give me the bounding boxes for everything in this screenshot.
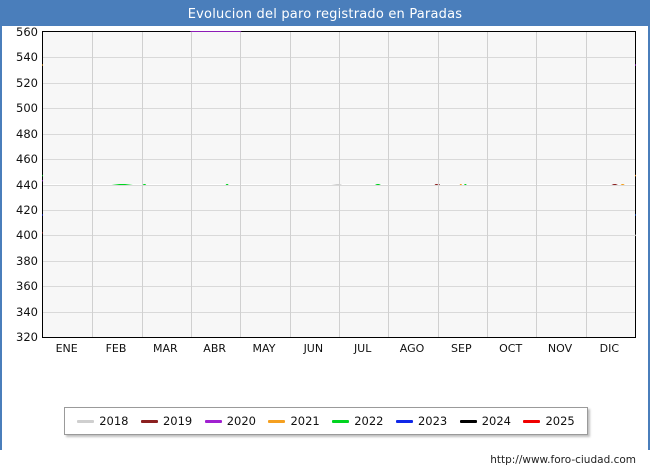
legend-item-2022[interactable]: 2022	[332, 414, 384, 428]
legend-label: 2025	[545, 414, 575, 428]
legend-swatch-icon	[332, 419, 350, 423]
vertical-gridline	[487, 32, 488, 337]
y-axis-tick-label: 520	[16, 75, 38, 90]
vertical-gridline	[240, 32, 241, 337]
y-axis-tick-label: 400	[16, 228, 38, 243]
y-axis-tick-label: 480	[16, 126, 38, 141]
legend-swatch-icon	[395, 419, 413, 423]
legend-swatch-icon	[268, 419, 286, 423]
chart-area: 560 540 520 500 480 460 440 420 400 380 360 340 320 …	[2, 25, 648, 466]
y-axis-labels: 560 540 520 500 480 460 440 420 400 380 360 340 320	[2, 25, 38, 344]
y-axis-tick-label: 460	[16, 152, 38, 167]
x-axis-tick-label: SEP	[451, 342, 472, 355]
vertical-gridline	[339, 32, 340, 337]
vertical-gridline	[536, 32, 537, 337]
vertical-gridline	[438, 32, 439, 337]
vertical-gridline	[191, 32, 192, 337]
x-axis-tick-label: ENE	[55, 342, 78, 355]
y-axis-tick-label: 320	[16, 330, 38, 344]
legend-item-2021[interactable]: 2021	[268, 414, 320, 428]
x-axis-tick-label: NOV	[547, 342, 573, 355]
window-title-bar: Evolucion del paro registrado en Paradas	[2, 2, 648, 26]
legend-swatch-icon	[77, 419, 95, 423]
legend-item-2019[interactable]: 2019	[140, 414, 193, 428]
legend-label: 2024	[481, 414, 512, 428]
x-axis-tick-label: AGO	[399, 342, 425, 355]
x-axis-tick-label: MAY	[252, 342, 276, 355]
legend-item-2024[interactable]: 2024	[459, 414, 512, 428]
legend-label: 2018	[99, 414, 129, 428]
y-axis-tick-label: 360	[16, 279, 38, 294]
x-axis-tick-label: JUL	[353, 342, 372, 355]
y-axis-tick-label: 500	[16, 101, 38, 116]
legend-label: 2020	[226, 414, 257, 428]
legend-swatch-icon	[140, 419, 158, 423]
vertical-gridline	[388, 32, 389, 337]
legend-label: 2019	[162, 414, 193, 428]
vertical-gridline	[586, 32, 587, 337]
vertical-gridline	[290, 32, 291, 337]
y-axis-tick-label: 560	[16, 25, 38, 39]
legend-swatch-icon	[523, 419, 541, 423]
legend-item-2025[interactable]: 2025	[523, 414, 575, 428]
x-axis-tick-label: JUN	[303, 342, 324, 355]
legend-label: 2023	[417, 414, 448, 428]
y-axis-tick-label: 340	[16, 304, 38, 319]
x-axis-tick-label: OCT	[499, 342, 523, 355]
y-axis-tick-label: 440	[16, 177, 38, 192]
page-title: Evolucion del paro registrado en Paradas	[187, 6, 463, 22]
legend-swatch-icon	[459, 419, 477, 423]
legend-item-2018[interactable]: 2018	[77, 414, 129, 428]
x-axis-tick-label: MAR	[152, 342, 178, 355]
legend-swatch-icon	[204, 419, 222, 423]
x-axis-tick-label: DIC	[599, 342, 620, 355]
vertical-gridline	[142, 32, 143, 337]
y-axis-tick-label: 540	[16, 50, 38, 65]
plot-area	[42, 31, 636, 338]
source-url: http://www.foro-ciudad.com	[490, 454, 636, 466]
vertical-gridline	[92, 32, 93, 337]
y-axis-tick-label: 420	[16, 202, 38, 217]
legend-item-2020[interactable]: 2020	[204, 414, 257, 428]
x-axis-labels: ENE FEB MAR ABR MAY JUN JUL AGO SEP OCT NOV DIC	[42, 342, 636, 360]
legend-item-2023[interactable]: 2023	[395, 414, 448, 428]
x-axis-tick-label: ABR	[203, 342, 227, 355]
chart-legend: 2018 2019 2020 2021 2022 2023 2024 2025	[64, 407, 588, 435]
legend-label: 2021	[290, 414, 320, 428]
x-axis-tick-label: FEB	[105, 342, 127, 355]
legend-label: 2022	[354, 414, 384, 428]
y-axis-tick-label: 380	[16, 253, 38, 268]
